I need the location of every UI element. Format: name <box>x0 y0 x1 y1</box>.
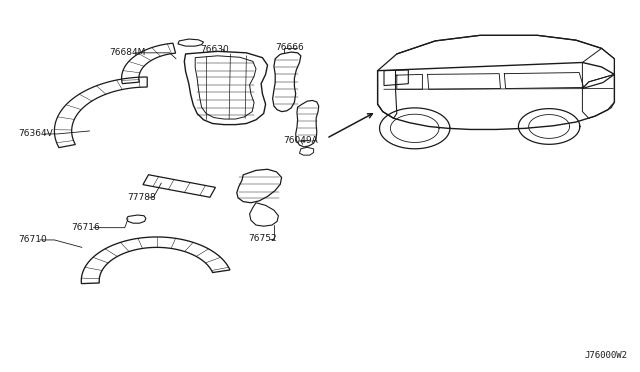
Text: 76666: 76666 <box>275 43 304 52</box>
Text: 76364V: 76364V <box>18 129 52 138</box>
Text: 76752: 76752 <box>248 234 277 243</box>
Text: J76000W2: J76000W2 <box>584 351 627 360</box>
Text: 76630: 76630 <box>200 45 229 54</box>
Text: 76716: 76716 <box>72 223 100 232</box>
Text: 77788: 77788 <box>127 193 156 202</box>
Text: 76710: 76710 <box>18 235 47 244</box>
Text: 76684M: 76684M <box>109 48 145 57</box>
Text: 76049A: 76049A <box>283 136 317 145</box>
